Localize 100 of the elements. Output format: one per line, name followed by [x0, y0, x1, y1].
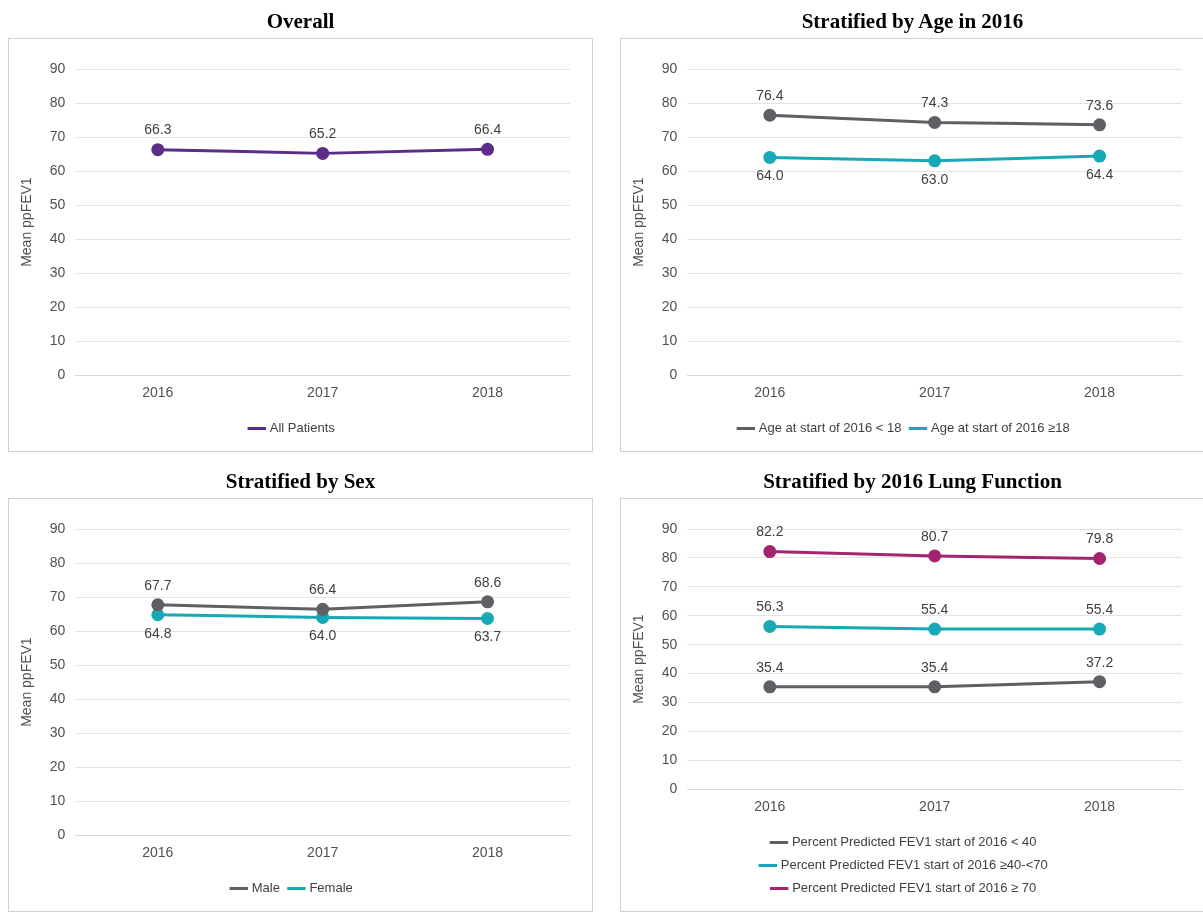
- legend-label: All Patients: [269, 420, 336, 436]
- chart-title: Stratified by 2016 Lung Function: [762, 468, 1063, 495]
- y-tick-label: 50: [49, 655, 66, 672]
- data-label: 37.2: [1085, 653, 1114, 670]
- data-label: 64.0: [756, 167, 784, 184]
- data-label: 66.3: [144, 121, 172, 138]
- y-tick-label: 20: [49, 298, 66, 315]
- data-label: 55.4: [1085, 600, 1114, 617]
- y-tick-label: 0: [57, 826, 66, 843]
- point: [763, 619, 777, 633]
- y-tick-label: 60: [661, 161, 678, 178]
- y-tick-label: 80: [661, 93, 678, 110]
- point: [763, 545, 777, 559]
- y-tick-label: 80: [661, 548, 678, 565]
- data-label: 65.2: [309, 125, 337, 142]
- x-tick-label: 2017: [307, 844, 339, 861]
- y-tick-label: 80: [49, 93, 66, 110]
- y-tick-label: 10: [661, 751, 678, 768]
- legend-label: Percent Predicted FEV1 start of 2016 ≥40-<70: [780, 857, 1048, 873]
- point: [1093, 149, 1107, 163]
- point: [763, 150, 777, 164]
- x-tick-label: 2018: [1083, 798, 1116, 815]
- data-label: 64.4: [1085, 165, 1114, 182]
- y-tick-label: 20: [661, 298, 678, 315]
- legend-label: Percent Predicted FEV1 start of 2016 < 40: [791, 834, 1037, 850]
- y-tick-label: 70: [49, 127, 66, 144]
- y-tick-label: 40: [661, 229, 678, 246]
- point: [763, 680, 777, 694]
- x-tick-label: 2017: [307, 384, 339, 401]
- data-label: 66.4: [309, 581, 337, 598]
- data-label: 80.7: [921, 527, 949, 544]
- y-tick-label: 70: [661, 127, 678, 144]
- data-label: 73.6: [1085, 96, 1114, 113]
- point: [928, 680, 942, 694]
- legend-label: Female: [309, 880, 353, 896]
- data-label: 55.4: [921, 600, 949, 617]
- y-tick-label: 60: [49, 161, 66, 178]
- point: [928, 549, 942, 563]
- data-label: 82.2: [756, 523, 784, 540]
- data-label: 76.4: [756, 87, 784, 104]
- chart-title: Stratified by Sex: [224, 468, 377, 495]
- y-tick-label: 0: [669, 780, 678, 797]
- point: [1093, 118, 1107, 132]
- data-label: 63.0: [921, 170, 949, 187]
- y-tick-label: 10: [661, 332, 678, 349]
- data-label: 56.3: [756, 598, 784, 615]
- legend-label: Male: [251, 880, 280, 896]
- x-tick-label: 2016: [754, 384, 786, 401]
- y-tick-label: 70: [49, 587, 66, 604]
- chart-title: Overall: [265, 8, 336, 35]
- y-tick-label: 30: [661, 693, 678, 710]
- data-label: 79.8: [1085, 530, 1114, 547]
- point: [1093, 675, 1107, 689]
- y-axis-title: Mean ppFEV1: [18, 177, 35, 267]
- x-tick-label: 2016: [142, 844, 174, 861]
- point: [928, 622, 942, 636]
- y-tick-label: 90: [661, 59, 678, 76]
- data-label: 64.0: [309, 627, 337, 644]
- data-label: 35.4: [756, 658, 784, 675]
- y-tick-label: 0: [669, 366, 678, 383]
- y-tick-label: 90: [49, 519, 66, 536]
- y-tick-label: 50: [661, 635, 678, 652]
- y-tick-label: 0: [57, 366, 66, 383]
- point: [1093, 551, 1107, 565]
- data-label: 35.4: [921, 658, 949, 675]
- legend-label: Percent Predicted FEV1 start of 2016 ≥ 70: [792, 880, 1037, 896]
- y-tick-label: 80: [49, 553, 66, 570]
- y-tick-label: 20: [49, 758, 66, 775]
- x-tick-label: 2016: [142, 384, 174, 401]
- y-tick-label: 90: [49, 59, 66, 76]
- y-tick-label: 40: [49, 689, 66, 706]
- data-label: 66.4: [473, 121, 502, 138]
- x-tick-label: 2016: [754, 798, 786, 815]
- y-tick-label: 60: [661, 606, 678, 623]
- y-tick-label: 10: [49, 792, 66, 809]
- data-label: 64.8: [144, 624, 172, 641]
- y-tick-label: 90: [661, 519, 678, 536]
- y-axis-title: Mean ppFEV1: [18, 637, 35, 727]
- legend-label: Age at start of 2016 < 18: [758, 420, 902, 436]
- data-label: 74.3: [921, 94, 949, 111]
- data-label: 67.7: [144, 576, 172, 593]
- x-tick-label: 2017: [919, 384, 951, 401]
- y-tick-label: 50: [49, 195, 66, 212]
- y-axis-title: Mean ppFEV1: [630, 177, 647, 267]
- y-tick-label: 30: [49, 723, 66, 740]
- chart-title: Stratified by Age in 2016: [800, 8, 1025, 35]
- point: [928, 115, 942, 129]
- y-tick-label: 40: [49, 229, 66, 246]
- y-tick-label: 50: [661, 195, 678, 212]
- x-tick-label: 2018: [471, 384, 504, 401]
- y-tick-label: 70: [661, 577, 678, 594]
- y-tick-label: 20: [661, 722, 678, 739]
- x-tick-label: 2018: [471, 844, 504, 861]
- legend-label: Age at start of 2016 ≥18: [931, 420, 1070, 436]
- y-tick-label: 60: [49, 621, 66, 638]
- x-tick-label: 2018: [1083, 384, 1116, 401]
- y-tick-label: 30: [661, 263, 678, 280]
- point: [1093, 622, 1107, 636]
- y-tick-label: 10: [49, 332, 66, 349]
- x-tick-label: 2017: [919, 798, 951, 815]
